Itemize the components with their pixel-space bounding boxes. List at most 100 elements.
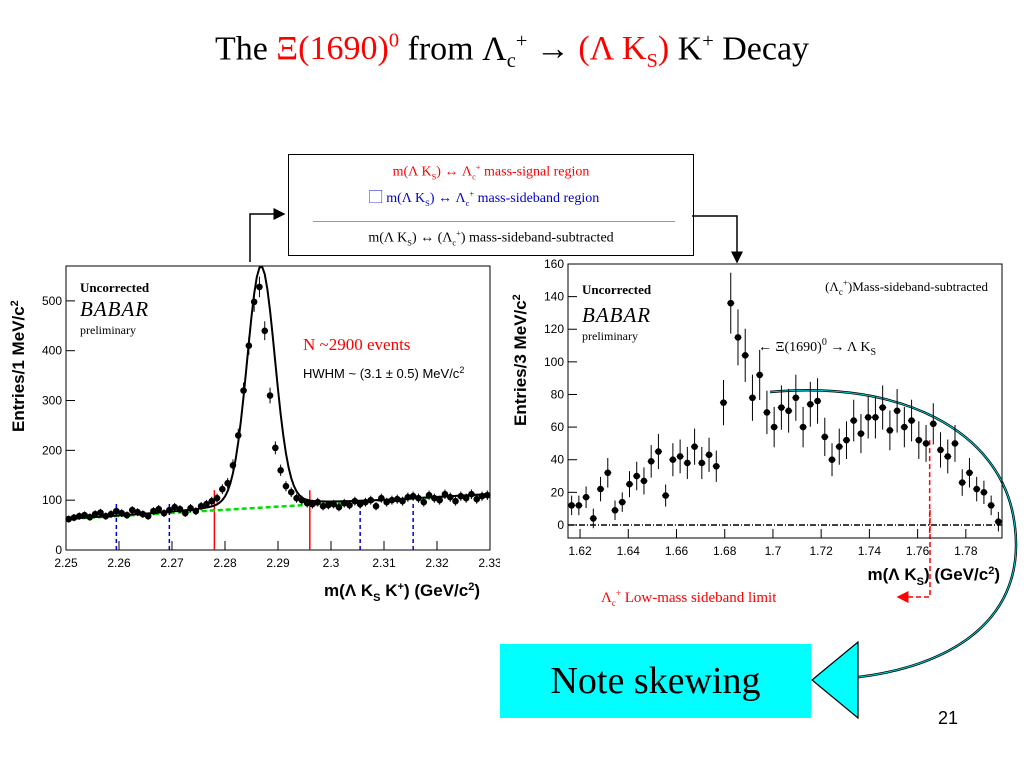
right-data-point [973,485,980,493]
left-data-point [240,387,247,394]
left-data-point [171,503,178,511]
legend-box: m(Λ KS) ↔ Λc+ mass-signal region ⃞ m(Λ K… [288,154,694,256]
left-data-point [425,491,433,499]
left-data-point [192,507,200,515]
right-uncorrected-label: Uncorrected [582,282,652,297]
right-x-tick-label: 1.7 [765,544,782,558]
left-data-point [367,496,375,504]
left-data-point [293,494,300,502]
left-data-point [166,506,173,514]
right-data-point [966,469,973,477]
right-x-tick-label: 1.66 [665,544,689,558]
right-data-point [684,459,691,467]
left-data-point [118,509,125,517]
right-data-point [698,459,706,467]
left-data-point [473,495,481,503]
skew-arrowhead [811,640,859,720]
left-data-point [102,512,110,520]
right-data-point [828,456,836,464]
right-x-tick-label: 1.62 [568,544,592,558]
left-data-point [462,494,470,502]
right-data-point [741,352,749,359]
left-x-tick-label: 2.31 [372,556,396,570]
right-data-point [886,427,894,434]
left-y-tick-label: 100 [42,493,62,507]
left-data-point [436,496,443,504]
left-data-point [420,498,428,506]
right-data-point [814,397,821,405]
right-data-point [929,420,937,428]
right-data-point [705,451,713,459]
right-data-point [872,414,879,421]
left-data-point [340,499,348,507]
right-data-point [980,489,988,496]
left-data-point [155,505,163,513]
left-data-point [298,496,306,504]
left-events-annotation: N ~2900 events [303,335,410,354]
right-x-tick-label: 1.68 [713,544,737,558]
left-data-point [213,494,221,502]
right-data-point [604,469,612,477]
right-y-tick-label: 80 [551,387,565,401]
right-data-point [850,417,858,424]
arrow-legend-to-right [692,215,743,264]
right-y-tick-label: 160 [544,257,564,271]
right-data-point [676,453,684,460]
left-x-tick-label: 2.27 [160,556,184,570]
left-data-point [208,497,216,505]
left-y-axis-label: Entries/1 MeV/c2 [9,300,28,432]
right-data-point [843,436,850,444]
left-data-point [75,512,83,520]
left-x-tick-label: 2.32 [425,556,449,570]
left-data-point [330,500,337,508]
legend-subtracted: m(Λ KS) ↔ (Λc+) mass-sideband-subtracted [368,229,614,248]
right-data-point [778,404,785,411]
left-data-point [446,493,454,501]
right-data-point [857,430,865,437]
left-data-point [139,510,147,518]
right-data-point [568,502,575,509]
right-data-point [835,443,843,450]
page-number: 21 [938,708,959,728]
left-data-point [250,298,258,306]
left-data-point [266,392,274,399]
right-data-point [937,446,944,454]
left-data-point [256,283,263,291]
right-data-point [590,515,597,522]
left-y-tick-label: 400 [42,344,62,358]
right-data-point [756,371,763,379]
right-data-point [807,400,814,408]
legend-signal: m(Λ KS) ↔ Λc+ mass-signal region [392,163,590,182]
left-data-point [314,498,322,506]
arrow-left-to-legend [249,208,286,262]
right-y-tick-label: 60 [551,420,565,434]
right-data-point [720,399,727,406]
slide-title: The Ξ(1690)0 from Λc+ → (Λ KS) K+ Decay [214,30,810,73]
right-data-point [958,479,966,486]
left-data-point [277,466,284,474]
left-y-tick-label: 500 [42,294,62,308]
right-babar-logo: BABAR [582,303,651,327]
left-uncorrected-label: Uncorrected [80,280,150,295]
left-data-point [97,509,104,516]
left-data-point [431,494,438,502]
right-data-point [915,436,923,444]
left-data-point [245,342,253,350]
right-x-tick-label: 1.78 [954,544,978,558]
right-data-point [901,423,908,431]
note-skewing-box: Note skewing [500,644,811,718]
left-data-point [478,492,486,500]
left-y-tick-label: 200 [42,443,62,457]
right-data-point [633,472,641,480]
skew-curve-inner [769,389,1017,679]
left-data-point [404,493,412,501]
right-data-point [922,440,930,447]
left-data-point [91,510,99,518]
right-plot-frame [567,263,1003,539]
left-data-point [356,500,364,508]
right-data-point [785,407,792,415]
left-chart: 2.25 2.26 2.27 2.28 2.29 2.3 2.31 2.32 2.33 0 100 2… [9,265,500,602]
right-chart: 1.62 1.64 1.66 1.68 1.7 1.72 1.74 1.76 1.78 0 20 40… [511,257,1003,586]
right-x-tick-label: 1.72 [809,544,833,558]
left-data-point [229,461,237,469]
